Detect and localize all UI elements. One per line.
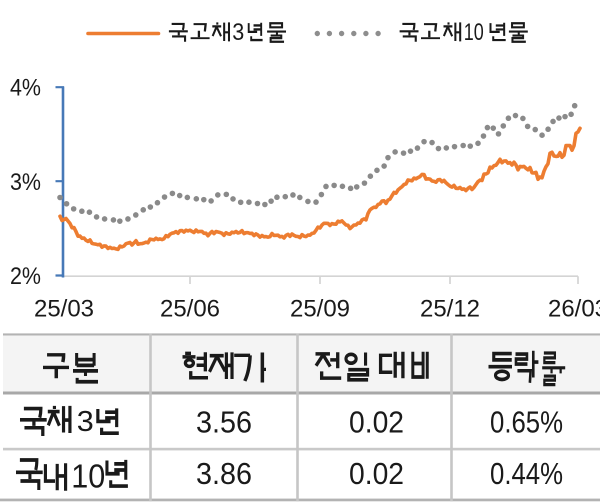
svg-text:10: 10 bbox=[71, 457, 105, 494]
svg-text:26/03: 26/03 bbox=[548, 296, 600, 323]
svg-text:10: 10 bbox=[464, 19, 484, 46]
svg-text:4%: 4% bbox=[10, 75, 41, 102]
svg-text:0.44%: 0.44% bbox=[490, 456, 563, 491]
svg-text:25/12: 25/12 bbox=[420, 296, 480, 323]
svg-text:2%: 2% bbox=[10, 263, 41, 290]
svg-text:0.65%: 0.65% bbox=[490, 405, 563, 440]
svg-text:3.86: 3.86 bbox=[196, 456, 252, 491]
svg-text:25/09: 25/09 bbox=[290, 296, 350, 323]
svg-text:0.02: 0.02 bbox=[349, 456, 404, 491]
svg-text:3: 3 bbox=[232, 19, 244, 46]
svg-text:3: 3 bbox=[77, 406, 94, 438]
svg-text:25/03: 25/03 bbox=[34, 296, 94, 323]
svg-text:3.56: 3.56 bbox=[196, 405, 252, 440]
svg-text:3%: 3% bbox=[10, 169, 41, 196]
svg-text:0.02: 0.02 bbox=[349, 405, 404, 440]
svg-text:25/06: 25/06 bbox=[160, 296, 220, 323]
